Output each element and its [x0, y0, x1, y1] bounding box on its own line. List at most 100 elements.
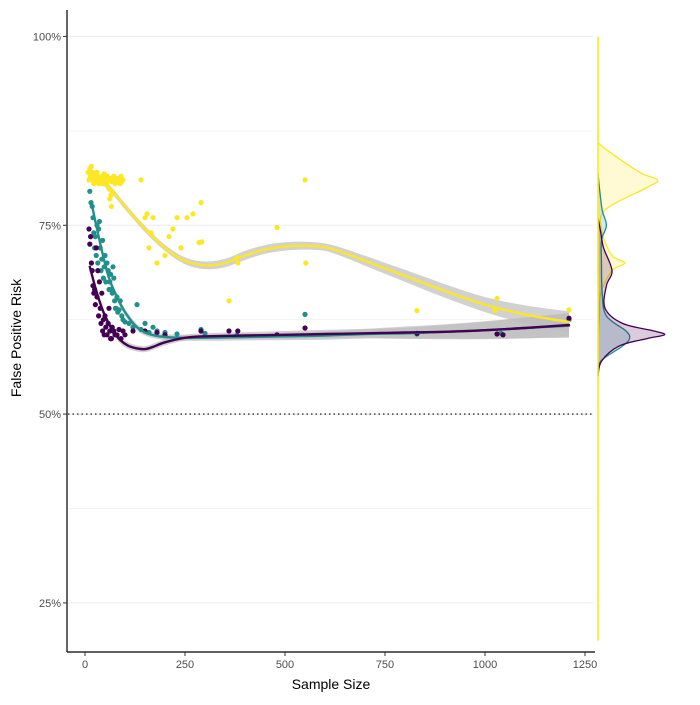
data-point: [494, 331, 500, 337]
data-point: [166, 234, 172, 240]
data-point: [174, 331, 180, 337]
smooth-lines: [88, 172, 571, 351]
data-point: [190, 211, 196, 217]
x-axis-title: Sample Size: [292, 676, 371, 692]
marginal-density: [597, 36, 666, 641]
confidence-ribbon: [89, 263, 570, 353]
smooth-line: [91, 172, 571, 324]
data-point: [174, 215, 180, 221]
y-axis-title: False Positive Risk: [8, 278, 24, 397]
data-point: [111, 275, 117, 281]
data-point: [108, 203, 114, 209]
data-point: [116, 326, 122, 333]
data-point: [96, 313, 102, 319]
data-point: [122, 319, 128, 325]
gridlines: [68, 35, 593, 604]
data-point: [88, 234, 94, 240]
data-point: [302, 311, 308, 317]
data-point: [202, 330, 208, 336]
y-tick-label: 75%: [39, 220, 61, 232]
data-point: [235, 260, 241, 266]
axes: 25% 50% 75% 100% 0 250 500 750 1000 1250: [33, 10, 597, 671]
data-point: [95, 260, 101, 266]
y-tick-label: 100%: [33, 31, 61, 43]
density-outline: [597, 141, 659, 339]
data-point: [226, 328, 232, 334]
data-point: [96, 218, 102, 225]
density-outline: [597, 172, 631, 377]
data-point: [198, 328, 204, 334]
data-point: [93, 245, 99, 251]
data-point: [96, 279, 102, 285]
data-point: [116, 307, 122, 313]
data-point: [134, 302, 140, 308]
x-tick-label: 1250: [573, 659, 597, 671]
data-point: [199, 239, 205, 245]
data-point: [112, 298, 118, 304]
y-tick-label: 25%: [39, 598, 61, 610]
data-point: [104, 332, 110, 338]
data-point: [99, 290, 105, 296]
data-point: [98, 320, 104, 326]
data-point: [178, 245, 184, 251]
data-point: [120, 177, 126, 183]
data-point: [150, 215, 156, 221]
data-point: [126, 320, 132, 326]
data-point: [303, 260, 309, 266]
data-point: [88, 260, 94, 266]
data-point: [92, 302, 98, 308]
data-point: [226, 298, 232, 304]
x-tick-label: 250: [176, 659, 194, 671]
data-point: [302, 177, 308, 183]
data-point: [100, 237, 106, 243]
data-point: [87, 188, 93, 194]
data-point: [198, 200, 204, 206]
data-point: [100, 275, 106, 281]
data-point: [566, 307, 572, 313]
data-point: [302, 325, 308, 331]
data-point: [108, 336, 114, 342]
data-point: [162, 252, 168, 259]
data-point: [500, 332, 506, 338]
smooth-line: [88, 265, 571, 351]
data-point: [494, 295, 500, 302]
smooth-line: [91, 205, 571, 340]
data-point: [103, 324, 109, 330]
x-tick-label: 750: [376, 659, 394, 671]
data-point: [154, 329, 160, 336]
x-tick-label: 1000: [473, 659, 497, 671]
data-point: [122, 332, 128, 338]
data-point: [108, 192, 114, 198]
data-point: [95, 268, 101, 274]
x-tick-label: 500: [276, 659, 294, 671]
data-point: [110, 264, 116, 270]
data-point: [154, 260, 160, 266]
confidence-ribbons: [89, 170, 570, 353]
data-point: [130, 328, 136, 334]
data-point: [106, 305, 112, 311]
data-point: [170, 226, 176, 232]
data-point: [274, 224, 280, 231]
data-point: [144, 211, 150, 217]
data-point: [184, 215, 190, 221]
y-tick-label: 50%: [39, 409, 61, 421]
data-point: [93, 252, 99, 259]
data-point: [492, 308, 498, 314]
data-point: [235, 328, 241, 334]
data-point: [414, 308, 420, 314]
x-tick-label: 0: [82, 659, 88, 671]
data-point: [88, 163, 94, 169]
data-point: [92, 234, 98, 240]
data-point: [150, 324, 156, 330]
density-outline: [597, 217, 666, 377]
data-point: [142, 320, 148, 326]
density-fill: [598, 217, 665, 377]
data-point: [87, 241, 93, 247]
data-point: [138, 177, 144, 183]
data-point: [146, 245, 152, 251]
density-fill: [598, 142, 658, 339]
data-point: [103, 279, 109, 285]
data-point: [566, 315, 572, 321]
